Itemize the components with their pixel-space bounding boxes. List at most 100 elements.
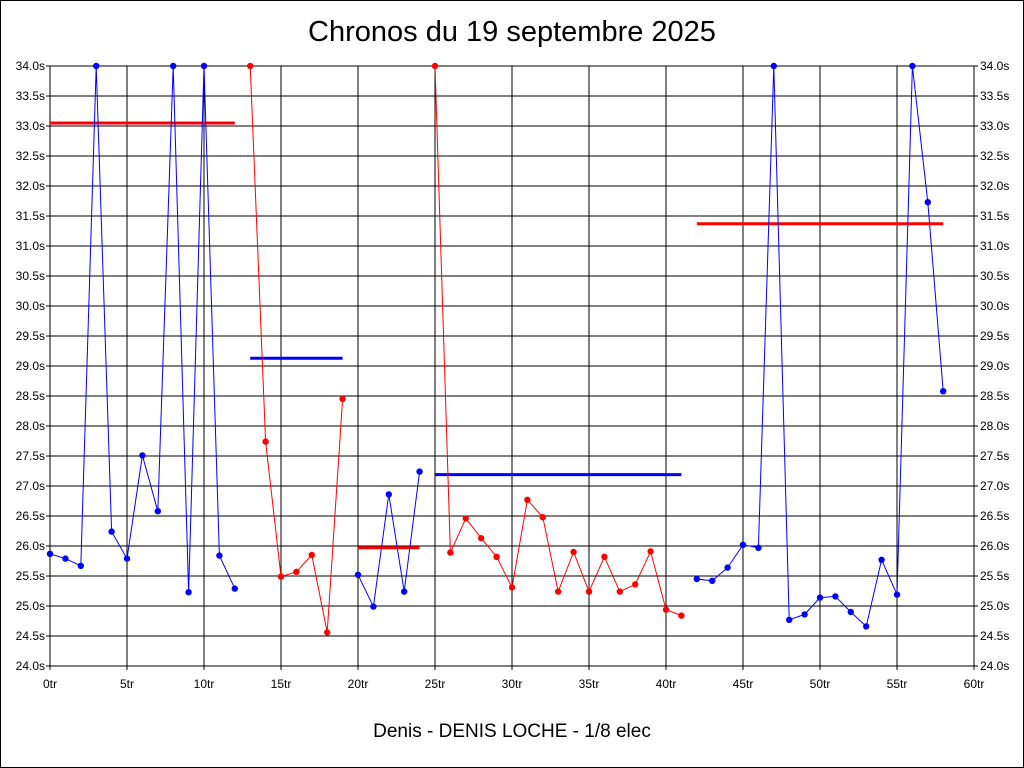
data-point (940, 388, 947, 395)
data-point (524, 496, 531, 503)
y-tick-label-right: 27.0s (980, 479, 1009, 493)
chart-title: Chronos du 19 septembre 2025 (308, 16, 716, 48)
x-tick-label: 35tr (579, 677, 600, 691)
y-tick-label-left: 29.5s (16, 329, 45, 343)
y-tick-label-right: 34.0s (980, 59, 1009, 73)
x-tick-label: 40tr (656, 677, 677, 691)
y-tick-label-left: 27.5s (16, 449, 45, 463)
data-point (693, 575, 700, 583)
y-tick-label-right: 28.5s (980, 389, 1009, 403)
y-tick-label-left: 33.5s (16, 89, 45, 103)
x-tick-label: 10tr (194, 677, 215, 691)
data-point (462, 515, 469, 522)
y-tick-label-right: 30.0s (980, 299, 1009, 313)
data-point (200, 62, 208, 70)
data-point (755, 544, 762, 551)
y-tick-label-left: 27.0s (16, 479, 45, 493)
y-axis-right: 24.0s 24.5s 25.0s 25.5s 26.0s 26.5s 27.0s 27.5s… (974, 59, 1009, 673)
data-point (508, 584, 516, 591)
data-point (832, 593, 839, 600)
y-tick-label-left: 24.5s (16, 629, 45, 643)
data-point (616, 588, 623, 595)
y-tick-label-right: 29.0s (980, 359, 1009, 373)
y-tick-label-left: 26.0s (16, 539, 45, 553)
data-point (46, 550, 54, 557)
data-point (401, 588, 408, 595)
y-tick-label-left: 30.5s (16, 269, 45, 283)
y-tick-label-left: 26.5s (16, 509, 45, 523)
data-point (354, 571, 362, 578)
data-point (724, 564, 731, 571)
y-tick-label-left: 32.0s (16, 179, 45, 193)
data-point (416, 468, 423, 475)
data-point (770, 62, 777, 70)
data-point (478, 535, 485, 542)
y-tick-label-left: 30.0s (16, 299, 45, 313)
data-point (308, 551, 315, 559)
y-tick-label-right: 24.5s (980, 629, 1009, 643)
y-tick-label-right: 26.5s (980, 509, 1009, 523)
data-point (262, 438, 269, 445)
y-tick-label-right: 31.0s (980, 239, 1009, 253)
y-tick-label-right: 30.5s (980, 269, 1009, 283)
data-point (924, 199, 931, 206)
data-point (539, 514, 546, 521)
x-tick-label: 0tr (43, 677, 57, 691)
y-tick-label-right: 24.0s (980, 659, 1009, 673)
y-axis-left: 24.0s 24.5s 25.0s 25.5s 26.0s 26.5s 27.0s 27.5s… (16, 59, 50, 673)
data-point (277, 573, 285, 580)
x-tick-label: 5tr (120, 677, 134, 691)
data-point (847, 608, 854, 616)
data-point (385, 491, 392, 498)
x-tick-label: 60tr (964, 677, 985, 691)
y-tick-label-right: 26.0s (980, 539, 1009, 553)
data-point (601, 553, 608, 560)
y-tick-label-left: 33.0s (16, 119, 45, 133)
data-point (893, 591, 901, 598)
data-point (231, 585, 238, 592)
data-point (585, 588, 593, 595)
data-point (139, 452, 146, 459)
data-point (447, 549, 454, 556)
y-tick-label-right: 29.5s (980, 329, 1009, 343)
data-point (801, 611, 808, 618)
data-point (909, 62, 916, 70)
y-tick-label-left: 29.0s (16, 359, 45, 373)
y-tick-label-right: 33.0s (980, 119, 1009, 133)
x-tick-label: 25tr (425, 677, 446, 691)
y-tick-label-right: 27.5s (980, 449, 1009, 463)
data-point (647, 548, 654, 555)
data-point (77, 562, 85, 569)
y-tick-label-right: 25.5s (980, 569, 1009, 583)
y-tick-label-left: 32.5s (16, 149, 45, 163)
y-tick-label-right: 32.0s (980, 179, 1009, 193)
data-point (570, 548, 577, 556)
data-point (293, 568, 300, 575)
x-tick-label: 50tr (810, 677, 831, 691)
data-point (739, 541, 747, 548)
y-tick-label-right: 28.0s (980, 419, 1009, 433)
data-point (370, 603, 377, 610)
data-point (678, 612, 685, 619)
y-tick-label-left: 25.0s (16, 599, 45, 613)
data-point (786, 616, 793, 623)
data-point (108, 528, 115, 535)
y-tick-label-right: 33.5s (980, 89, 1009, 103)
data-point (662, 606, 670, 613)
x-tick-label: 15tr (271, 677, 292, 691)
data-point (62, 555, 69, 562)
data-point (493, 553, 500, 560)
data-point (863, 623, 870, 630)
x-tick-label: 55tr (887, 677, 908, 691)
x-axis: 0tr 5tr 10tr 15tr 20tr 25tr 30tr 35tr 40tr 45tr 50… (43, 666, 984, 691)
data-point (431, 62, 439, 70)
x-tick-label: 45tr (733, 677, 754, 691)
x-tick-label: 30tr (502, 677, 523, 691)
y-tick-label-left: 24.0s (16, 659, 45, 673)
data-point (216, 552, 223, 559)
y-tick-label-right: 31.5s (980, 209, 1009, 223)
data-point (339, 395, 346, 403)
data-point (247, 62, 254, 70)
data-point (878, 556, 885, 563)
